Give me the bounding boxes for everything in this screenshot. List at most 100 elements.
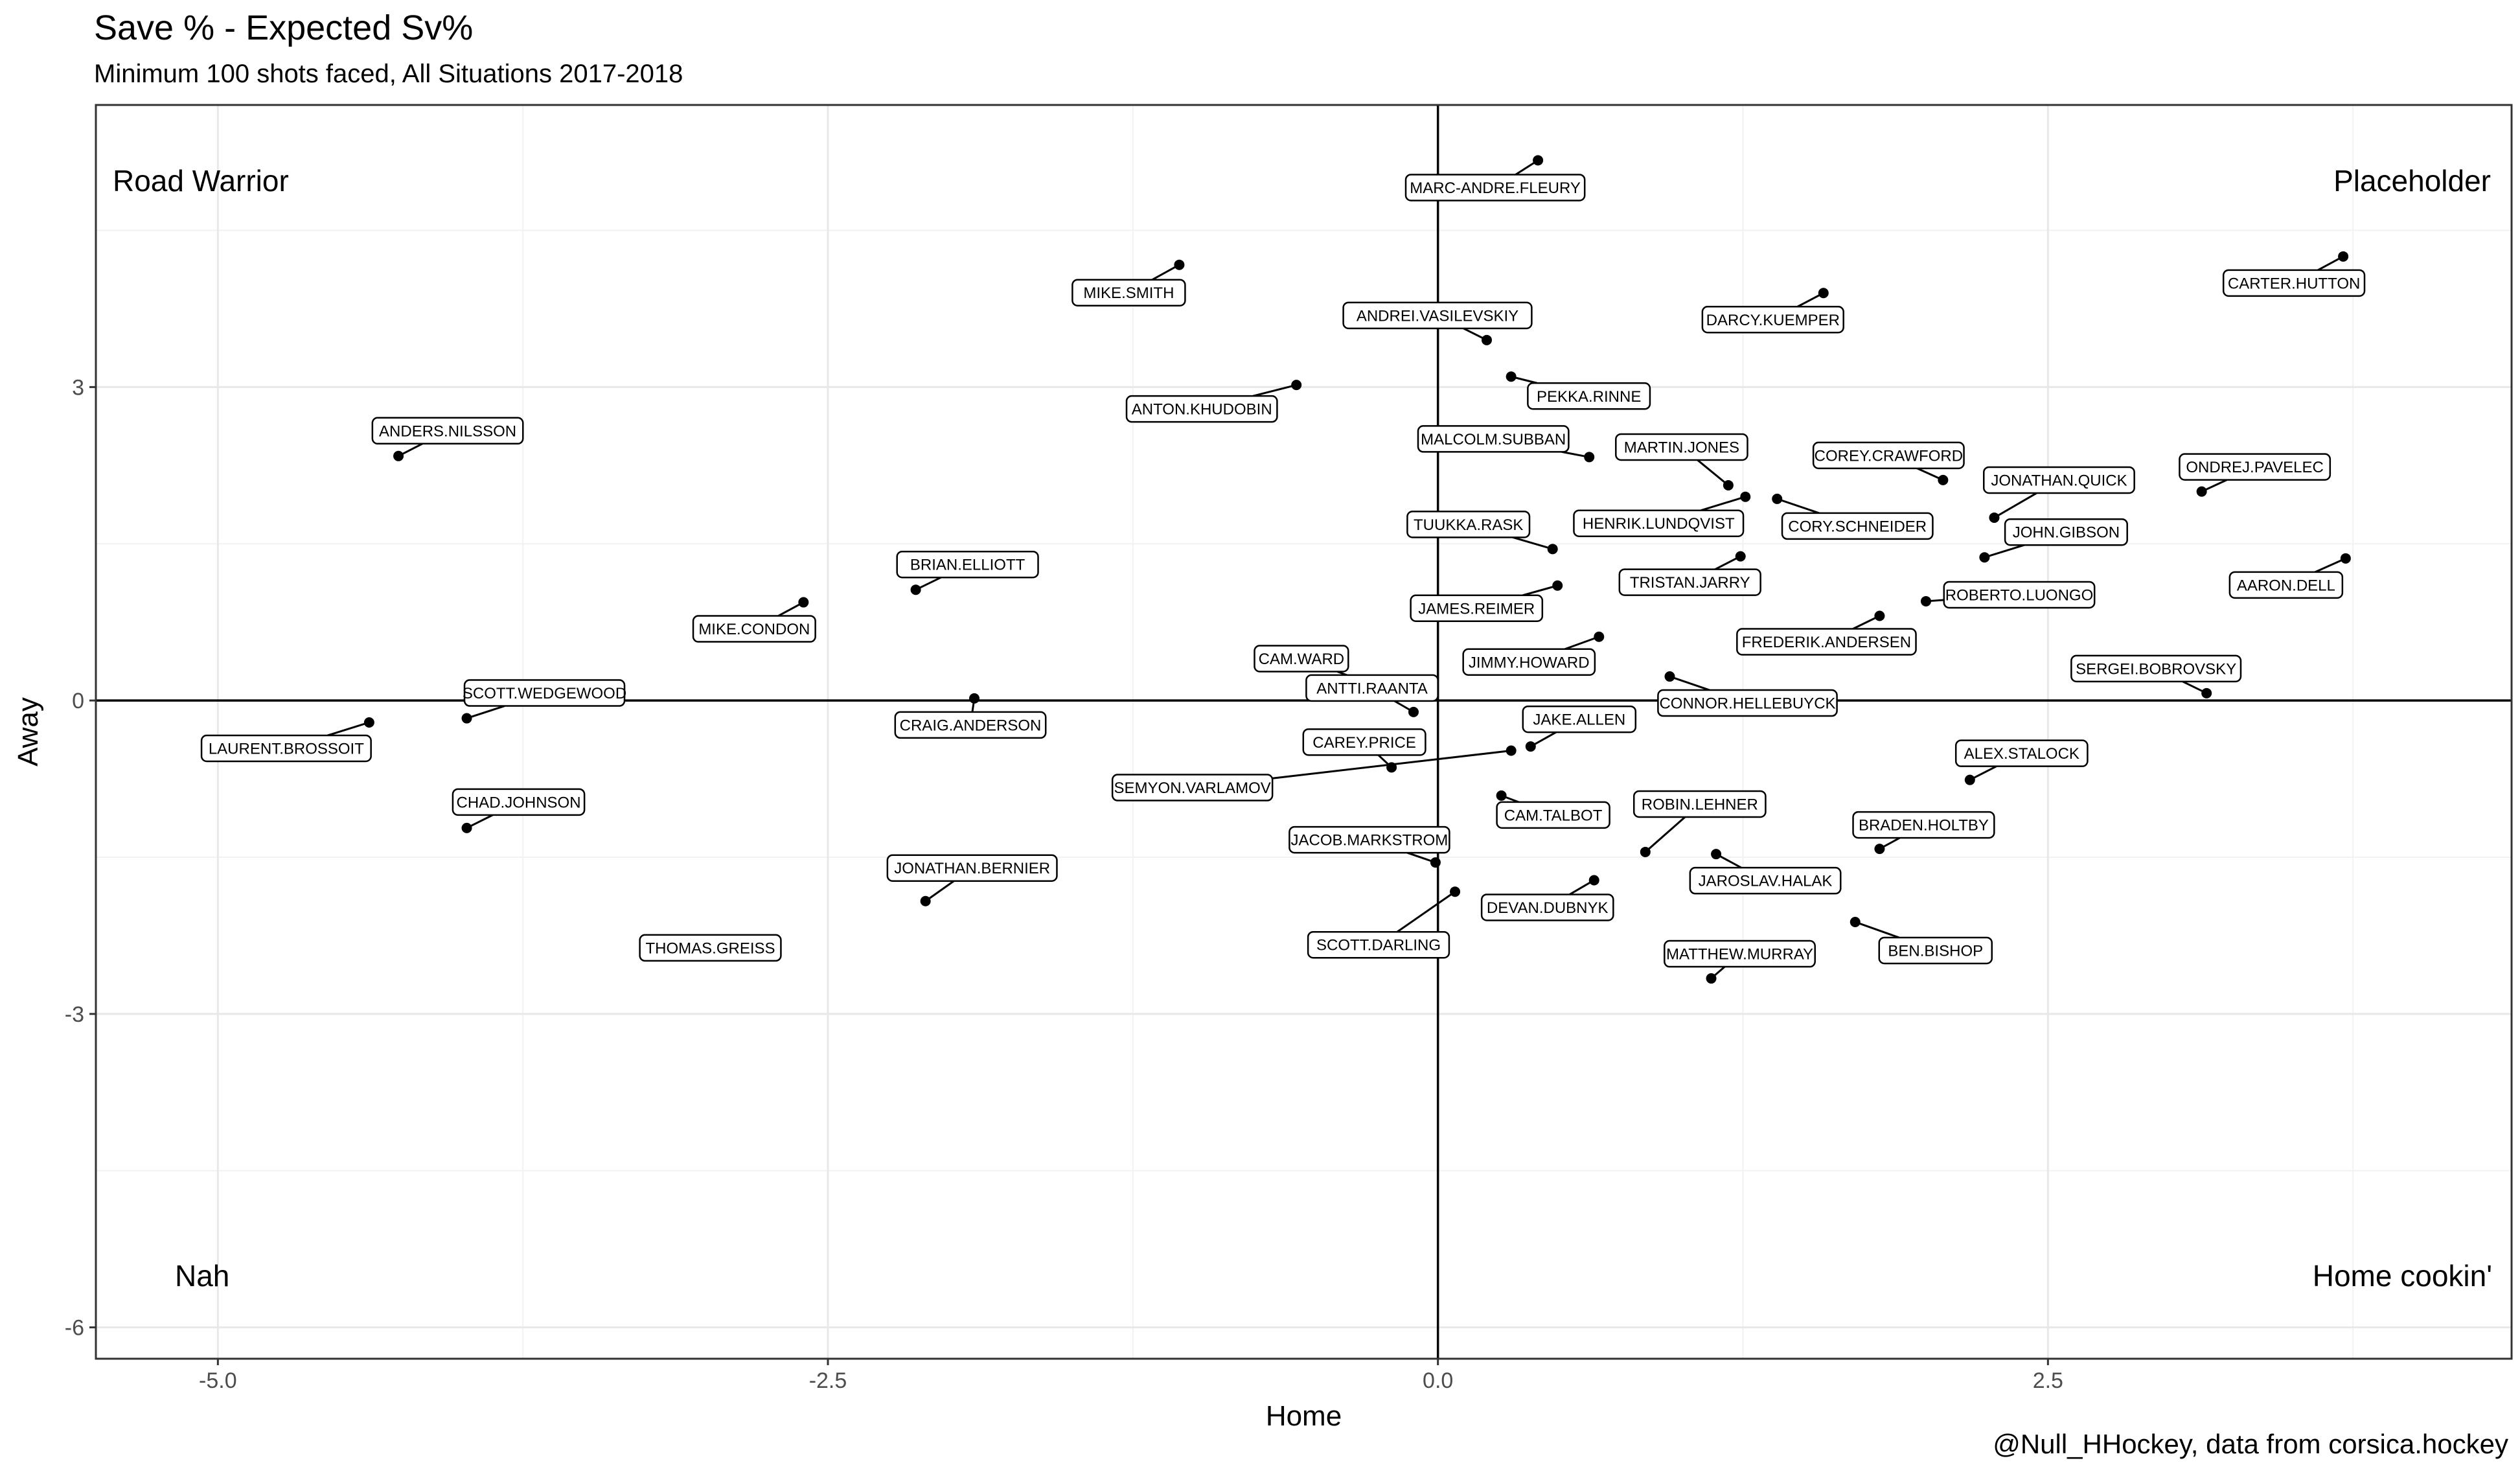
point-label: DEVAN.DUBNYK (1487, 899, 1609, 917)
point-label-box (1657, 689, 1838, 717)
point-label-box (1527, 382, 1651, 410)
point-label: LAURENT.BROSSOIT (209, 740, 364, 757)
data-point (1408, 706, 1419, 717)
point-label-box (1954, 739, 2089, 767)
point-label-box (1618, 568, 1761, 596)
point-label-box (371, 417, 524, 445)
data-point (1735, 551, 1746, 562)
data-point (1496, 790, 1507, 801)
point-label-box (1522, 705, 1637, 733)
point-label: TUUKKA.RASK (1414, 516, 1523, 534)
chart-title: Save % - Expected Sv% (94, 8, 474, 47)
data-point (1506, 371, 1517, 382)
x-axis-title: Home (1266, 1400, 1342, 1432)
chart-caption: @Null_HHockey, data from corsica.hockey (1993, 1429, 2508, 1459)
point-label: ANDERS.NILSSON (379, 422, 516, 440)
data-point (969, 693, 979, 704)
data-point (2338, 251, 2349, 262)
point-label-box (1480, 894, 1614, 921)
point-label-box (639, 934, 782, 962)
point-label: JACOB.MARKSTROM (1291, 832, 1449, 849)
point-label: SCOTT.WEDGEWOOD (463, 685, 626, 702)
point-label: CORY.SCHNEIDER (1788, 518, 1927, 535)
y-tick-label: -6 (65, 1316, 84, 1341)
point-label: SEMYON.VARLAMOV (1114, 779, 1271, 797)
data-point (1964, 774, 1975, 785)
y-tick-label: 3 (72, 375, 84, 400)
point-label: ONDREJ.PAVELEC (2186, 459, 2324, 476)
data-point (2201, 687, 2212, 698)
label-connector (1776, 498, 1820, 514)
data-point (1850, 916, 1861, 927)
plot-border (95, 104, 2513, 1360)
label-connector (1252, 384, 1297, 397)
label-connector (1993, 492, 2037, 519)
point-label-box (894, 711, 1047, 739)
point-label: SERGEI.BOBROVSKY (2076, 660, 2236, 678)
point-label: JAKE.ALLEN (1533, 711, 1625, 729)
point-label-box (200, 734, 372, 763)
point-label-box (2179, 453, 2331, 481)
point-label: AARON.DELL (2237, 577, 2335, 594)
point-label-box (1781, 512, 1934, 540)
point-label: CAM.TALBOT (1504, 807, 1603, 824)
point-label: TRISTAN.JARRY (1630, 574, 1750, 592)
point-label: MARC-ANDRE.FLEURY (1410, 179, 1581, 197)
quadrant-label-bottom-left: Nah (175, 1259, 229, 1293)
point-label-box (1496, 801, 1610, 829)
point-label: FREDERIK.ANDERSEN (1742, 634, 1911, 651)
point-label: CONNOR.HELLEBUYCK (1659, 695, 1835, 713)
point-label: ROBERTO.LUONGO (1945, 586, 2094, 604)
point-label: CARTER.HUTTON (2228, 275, 2360, 292)
data-point (1989, 512, 2000, 523)
label-connector (2315, 557, 2346, 573)
point-label: SCOTT.DARLING (1316, 937, 1441, 954)
data-point (1430, 857, 1441, 868)
data-point (1588, 875, 1599, 886)
y-tick-label: 0 (72, 689, 84, 713)
point-label-box (1417, 425, 1570, 453)
x-tick-label: -2.5 (809, 1368, 847, 1393)
point-label: BEN.BISHOP (1888, 942, 1983, 960)
data-point (1874, 610, 1885, 621)
data-point (1386, 762, 1397, 773)
point-label-box (452, 788, 586, 816)
point-label: HENRIK.LUNDQVIST (1583, 515, 1735, 533)
point-label: BRIAN.ELLIOTT (910, 557, 1025, 574)
data-point (2196, 486, 2207, 497)
point-label-box (1305, 674, 1439, 702)
data-point (1664, 671, 1675, 682)
data-point (393, 450, 404, 461)
point-label: JOHN.GIBSON (2013, 524, 2120, 542)
quadrant-label-bottom-right: Home cookin' (2313, 1259, 2492, 1293)
point-label-box (1410, 594, 1544, 622)
point-label: MATTHEW.MURRAY (1666, 946, 1813, 963)
label-connector (1855, 921, 1899, 939)
point-label-box (692, 615, 816, 643)
point-label: ANTON.KHUDOBIN (1132, 401, 1272, 419)
data-point (1640, 846, 1651, 857)
data-point (2340, 553, 2351, 564)
point-label-box (1615, 433, 1748, 461)
point-label: MIKE.CONDON (698, 621, 810, 638)
point-label-box (1573, 509, 1745, 537)
data-points: MARC-ANDRE.FLEURY MIKE.SMITH CARTER.HUTTON… (200, 155, 2366, 984)
point-label-box (2004, 518, 2128, 546)
quadrant-label-top-right: Placeholder (2333, 164, 2491, 198)
data-point (1706, 973, 1717, 984)
point-label-box (1307, 930, 1450, 959)
point-label-box (1689, 866, 1842, 895)
label-connector (327, 721, 370, 737)
point-label-box (1111, 774, 1274, 801)
data-point (1594, 631, 1605, 642)
point-label: ALEX.STALOCK (1964, 745, 2079, 763)
point-label: BRADEN.HOLTBY (1859, 817, 1989, 835)
point-label-box (1254, 645, 1349, 673)
point-label: JAROSLAV.HALAK (1699, 873, 1833, 890)
point-label: MALCOLM.SUBBAN (1421, 431, 1566, 448)
x-tick-label: 0.0 (1423, 1368, 1453, 1393)
point-label-box (1289, 825, 1450, 854)
data-point (1450, 886, 1461, 897)
y-axis-title: Away (12, 697, 44, 767)
data-point (910, 584, 921, 595)
